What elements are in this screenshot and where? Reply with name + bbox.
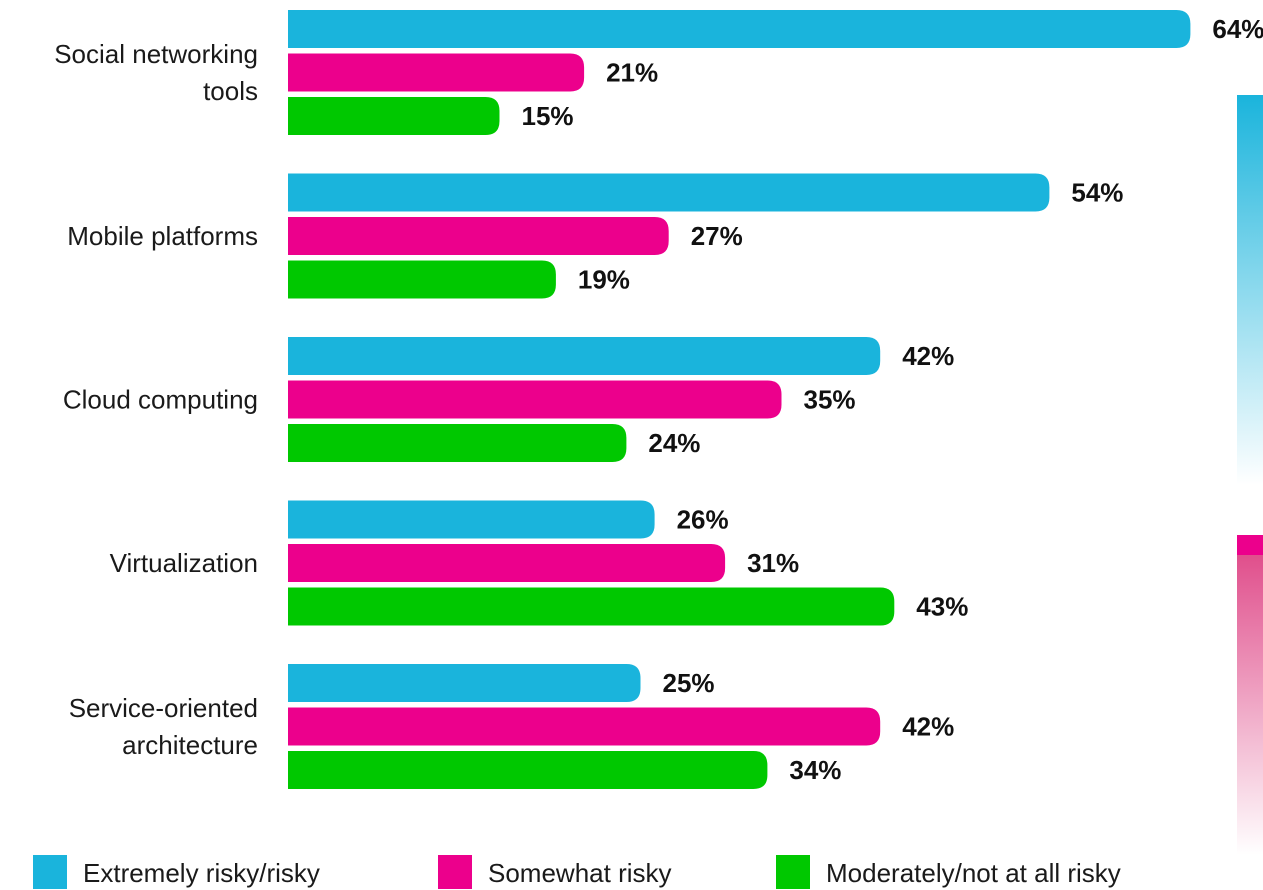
- bar-value-label: 27%: [691, 221, 743, 251]
- category-group: Social networking tools 64% 21% 15%: [54, 10, 1263, 135]
- bar: [288, 173, 1050, 212]
- bar-value-label: 54%: [1071, 178, 1123, 208]
- category-label-line: Service-oriented: [69, 693, 258, 723]
- bar-value-label: 35%: [804, 385, 856, 415]
- bar: [288, 587, 895, 626]
- legend-label: Somewhat risky: [488, 858, 672, 888]
- bar: [288, 337, 881, 375]
- bar-value-label: 64%: [1212, 14, 1263, 44]
- category-group: Mobile platforms 54% 27% 19%: [67, 173, 1123, 299]
- category-label: Cloud computing: [63, 385, 258, 415]
- decorative-pink-strip: [1237, 535, 1263, 555]
- bar-value-label: 31%: [747, 548, 799, 578]
- legend-item: Somewhat risky: [438, 855, 672, 889]
- bar: [288, 53, 585, 92]
- bar-value-label: 42%: [902, 341, 954, 371]
- bar: [288, 707, 881, 746]
- legend-swatch: [776, 855, 810, 889]
- bar-value-label: 26%: [677, 505, 729, 535]
- category-label-line: Virtualization: [110, 548, 258, 578]
- bar-value-label: 15%: [522, 101, 574, 131]
- category-label: Social networking tools: [54, 39, 258, 106]
- decorative-pink-fade: [1237, 555, 1263, 855]
- category-label-line: tools: [203, 76, 258, 106]
- category-label-line: Mobile platforms: [67, 221, 258, 251]
- bar: [288, 424, 627, 462]
- category-label-line: architecture: [122, 730, 258, 760]
- bar-value-label: 19%: [578, 265, 630, 295]
- legend-swatch: [438, 855, 472, 889]
- bar: [288, 664, 641, 702]
- decorative-blue-strip: [1237, 95, 1263, 485]
- bar: [288, 544, 726, 582]
- legend-item: Extremely risky/risky: [33, 855, 320, 889]
- bar: [288, 751, 768, 789]
- decorative-panel: [1237, 95, 1263, 855]
- category-group: Cloud computing 42% 35% 24%: [63, 337, 954, 462]
- bar: [288, 500, 655, 539]
- legend-swatch: [33, 855, 67, 889]
- legend: Extremely risky/risky Somewhat risky Moder…: [33, 855, 1121, 889]
- bar-value-label: 21%: [606, 58, 658, 88]
- bar-value-label: 42%: [902, 712, 954, 742]
- category-label-line: Cloud computing: [63, 385, 258, 415]
- legend-item: Moderately/not at all risky: [776, 855, 1121, 889]
- plot-area: Social networking tools 64% 21% 15% Mobile pl…: [54, 10, 1263, 789]
- bar-value-label: 43%: [916, 592, 968, 622]
- category-label: Mobile platforms: [67, 221, 258, 251]
- bar-value-label: 24%: [648, 428, 700, 458]
- category-label: Service-oriented architecture: [69, 693, 258, 760]
- bar: [288, 10, 1191, 48]
- category-label: Virtualization: [110, 548, 258, 578]
- category-group: Service-oriented architecture 25% 42% 34%: [69, 664, 954, 789]
- category-group: Virtualization 26% 31% 43%: [110, 500, 968, 626]
- legend-label: Extremely risky/risky: [83, 858, 320, 888]
- category-label-line: Social networking: [54, 39, 258, 69]
- bar: [288, 97, 500, 135]
- bar-value-label: 34%: [789, 755, 841, 785]
- bar: [288, 260, 556, 299]
- legend-label: Moderately/not at all risky: [826, 858, 1121, 888]
- bar-value-label: 25%: [663, 668, 715, 698]
- bar: [288, 380, 782, 419]
- bar: [288, 217, 669, 255]
